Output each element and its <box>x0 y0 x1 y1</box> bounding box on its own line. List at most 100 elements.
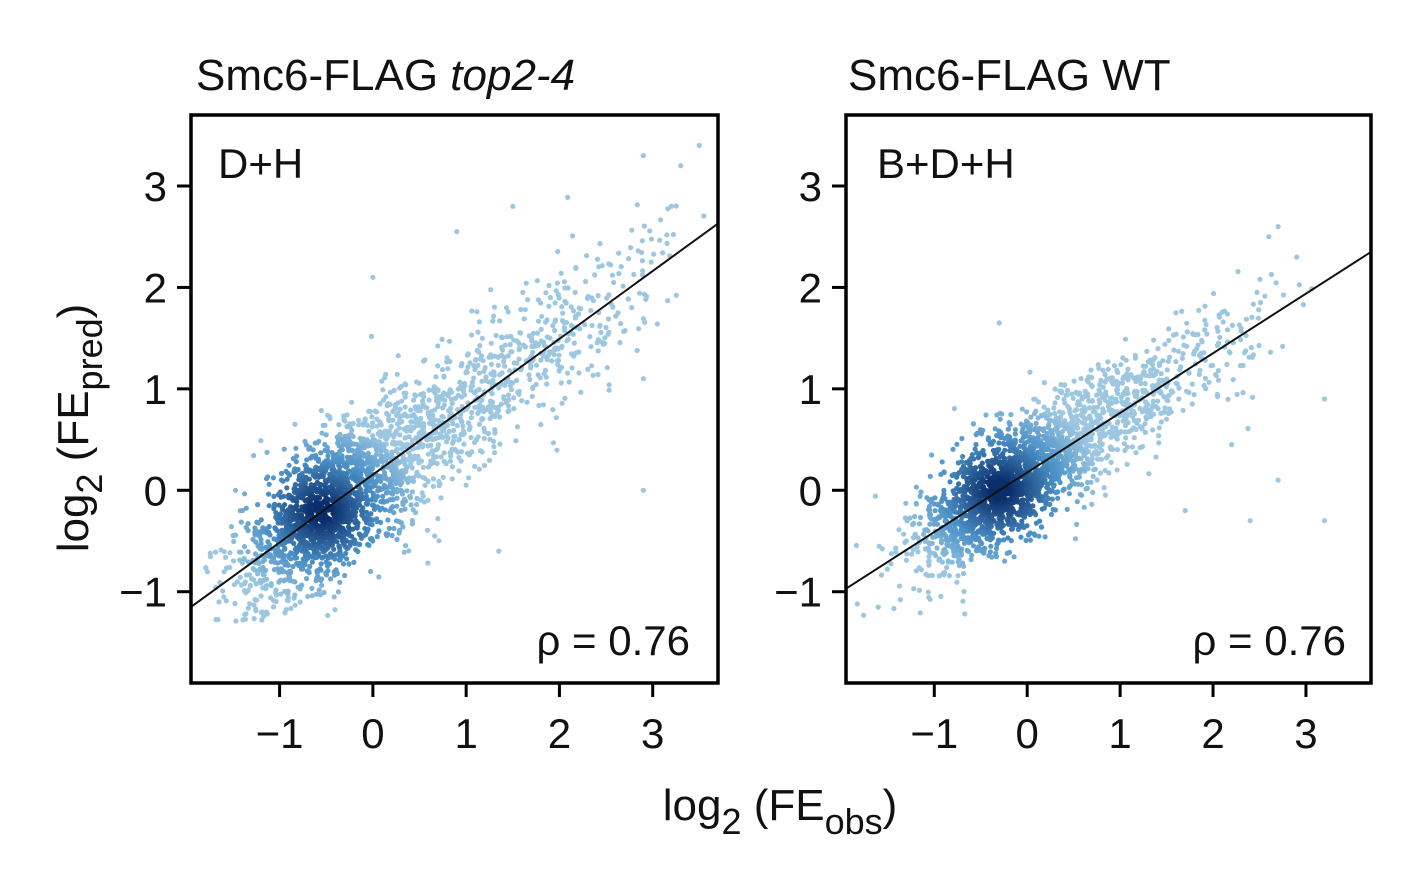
scatter-point <box>597 241 603 247</box>
scatter-point <box>504 334 510 340</box>
scatter-point <box>242 491 248 497</box>
scatter-point <box>1075 401 1081 407</box>
scatter-point <box>1182 508 1188 514</box>
scatter-point <box>1051 405 1057 411</box>
scatter-point <box>1156 388 1162 395</box>
scatter-point <box>286 462 292 468</box>
scatter-point <box>464 352 471 358</box>
scatter-point <box>237 574 243 580</box>
scatter-point <box>479 335 485 341</box>
scatter-point <box>266 529 272 535</box>
scatter-point <box>1028 414 1034 420</box>
scatter-point <box>585 366 591 372</box>
scatter-point <box>271 493 277 499</box>
scatter-point <box>1129 444 1135 450</box>
scatter-point <box>398 507 404 513</box>
scatter-point <box>932 551 938 557</box>
scatter-point <box>448 396 454 402</box>
scatter-point <box>368 568 374 575</box>
scatter-point <box>341 413 347 419</box>
scatter-point <box>259 545 265 551</box>
x-tick-label: 3 <box>641 710 664 757</box>
scatter-point <box>1106 470 1112 476</box>
scatter-point <box>223 598 229 604</box>
scatter-point <box>304 457 310 463</box>
scatter-point <box>1217 334 1223 340</box>
scatter-point <box>1031 411 1038 417</box>
scatter-point <box>955 573 961 579</box>
scatter-point <box>281 446 287 452</box>
scatter-point <box>265 539 271 545</box>
scatter-point <box>616 250 622 256</box>
scatter-point <box>440 427 446 433</box>
scatter-point <box>516 347 522 353</box>
scatter-point <box>456 468 462 474</box>
scatter-point <box>278 591 284 597</box>
scatter-point <box>1214 342 1221 348</box>
scatter-point <box>909 551 915 557</box>
scatter-point <box>508 349 514 355</box>
scatter-point <box>375 488 381 494</box>
scatter-point <box>1268 271 1274 278</box>
scatter-point <box>251 602 257 608</box>
x-tick-label: 1 <box>454 710 477 757</box>
scatter-point <box>368 497 374 503</box>
scatter-point <box>410 437 416 443</box>
scatter-point <box>981 452 987 458</box>
scatter-point <box>445 366 451 372</box>
scatter-point <box>426 397 432 403</box>
scatter-point <box>1256 342 1262 349</box>
scatter-point <box>888 551 894 557</box>
scatter-point <box>556 352 562 358</box>
scatter-point <box>1102 379 1108 385</box>
scatter-point <box>385 517 391 523</box>
scatter-point <box>513 438 519 444</box>
scatter-point <box>606 387 612 393</box>
scatter-point <box>381 475 387 481</box>
scatter-point <box>511 406 517 412</box>
scatter-point <box>997 416 1003 422</box>
scatter-point <box>554 447 560 453</box>
scatter-point <box>369 414 375 420</box>
scatter-point <box>1090 489 1096 495</box>
scatter-point <box>936 573 942 579</box>
scatter-point <box>1079 407 1085 413</box>
scatter-point <box>1018 534 1024 540</box>
scatter-point <box>996 320 1002 326</box>
scatter-point <box>1229 442 1235 448</box>
scatter-point <box>902 539 908 546</box>
scatter-point <box>1033 420 1039 426</box>
scatter-point <box>449 476 455 482</box>
scatter-point <box>1078 376 1084 382</box>
scatter-point <box>390 441 396 447</box>
scatter-point <box>642 319 648 325</box>
scatter-point <box>492 450 498 456</box>
plot-frame <box>844 113 1373 685</box>
scatter-point <box>463 482 469 488</box>
scatter-point <box>359 463 365 469</box>
scatter-point <box>602 335 608 341</box>
scatter-point <box>383 436 389 442</box>
scatter-point <box>563 300 569 306</box>
scatter-point <box>391 434 397 440</box>
scatter-point <box>554 280 561 286</box>
scatter-point <box>639 258 646 264</box>
scatter-point <box>559 400 565 406</box>
scatter-point <box>268 581 274 587</box>
scatter-point <box>993 545 1000 552</box>
scatter-point <box>526 333 532 339</box>
scatter-point <box>258 540 264 547</box>
scatter-point <box>1138 380 1144 387</box>
scatter-point <box>363 501 369 507</box>
scatter-point <box>261 572 267 578</box>
scatter-point <box>1203 321 1209 328</box>
y-tick-label: 3 <box>144 163 167 210</box>
scatter-point <box>1098 377 1104 383</box>
scatter-point <box>953 502 959 508</box>
scatter-point <box>1072 408 1078 414</box>
scatter-point <box>516 340 522 346</box>
scatter-point <box>399 446 405 452</box>
scatter-point <box>511 337 517 343</box>
scatter-point <box>641 291 648 297</box>
scatter-point <box>917 493 923 499</box>
